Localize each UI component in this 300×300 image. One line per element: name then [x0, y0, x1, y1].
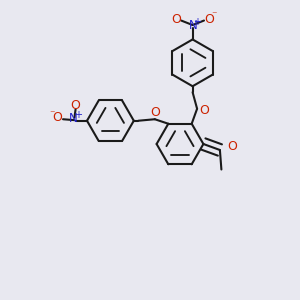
Text: O: O	[52, 111, 62, 124]
Text: +: +	[194, 17, 201, 27]
Text: O: O	[205, 13, 214, 26]
Text: N: N	[189, 19, 198, 32]
Text: +: +	[74, 110, 82, 120]
Text: ⁻: ⁻	[211, 10, 216, 20]
Text: O: O	[171, 13, 181, 26]
Text: N: N	[69, 112, 78, 125]
Text: O: O	[200, 104, 209, 117]
Text: ⁻: ⁻	[50, 109, 55, 119]
Text: O: O	[151, 106, 160, 119]
Text: O: O	[71, 99, 80, 112]
Text: O: O	[227, 140, 237, 154]
